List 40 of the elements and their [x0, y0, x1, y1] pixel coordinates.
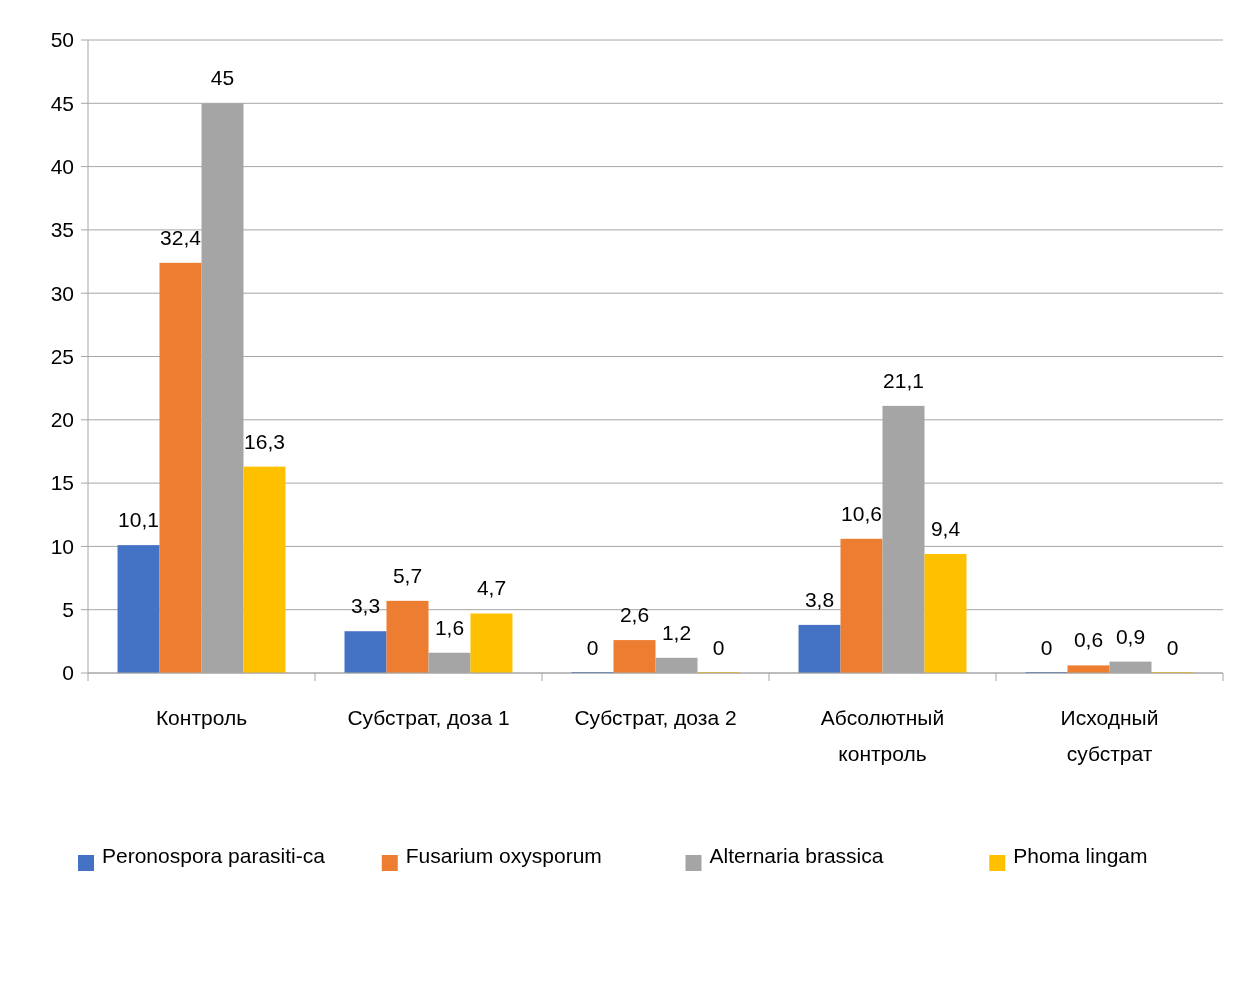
data-label: 0	[1040, 636, 1053, 659]
data-label: 3,3	[350, 594, 381, 618]
x-tick-label: Субстрат, доза 1	[347, 706, 510, 729]
y-tick-label: 20	[50, 408, 74, 432]
y-tick-label: 10	[50, 534, 74, 558]
y-tick-label: 50	[50, 28, 74, 52]
x-tick-label: Абсолютный контроль	[820, 706, 945, 765]
x-tick-label: Исходный субстрат	[1060, 706, 1159, 765]
data-label: 5,7	[392, 563, 423, 587]
y-tick-label: 5	[62, 598, 74, 622]
legend-label: Phoma lingam	[1013, 844, 1148, 867]
x-tick-label: Субстрат, доза 2	[574, 706, 737, 729]
data-label: 2,6	[619, 603, 650, 627]
data-label: 0	[712, 636, 725, 659]
data-label: 45	[210, 66, 235, 90]
data-label: 9,4	[930, 517, 961, 540]
y-tick-label: 0	[62, 661, 74, 685]
data-label: 1,2	[661, 620, 692, 644]
data-label: 0	[1166, 636, 1179, 659]
y-tick-label: 25	[50, 344, 74, 368]
data-label: 4,7	[476, 576, 507, 600]
data-label: 3,8	[804, 587, 835, 611]
data-label: 10,1	[118, 508, 159, 532]
data-label: 21,1	[883, 368, 924, 392]
y-tick-label: 45	[50, 91, 74, 115]
legend-label: Alternaria brassica	[709, 844, 884, 867]
data-label: 1,6	[434, 615, 465, 639]
data-label: 16,3	[244, 429, 285, 453]
data-label: 0,9	[1115, 624, 1146, 648]
y-tick-label: 30	[50, 281, 74, 305]
legend-label: Fusarium oxysporum	[405, 844, 602, 867]
y-tick-label: 40	[50, 154, 74, 178]
data-label: 32,4	[160, 225, 202, 249]
x-tick-label: Контроль	[155, 706, 248, 729]
data-label: 10,6	[841, 501, 882, 525]
data-label: 0,6	[1073, 628, 1104, 652]
y-tick-label: 35	[50, 218, 74, 242]
legend-label: Peronospora parasiti-ca	[102, 844, 326, 867]
data-label: 0	[586, 636, 599, 659]
y-tick-label: 15	[50, 471, 74, 495]
